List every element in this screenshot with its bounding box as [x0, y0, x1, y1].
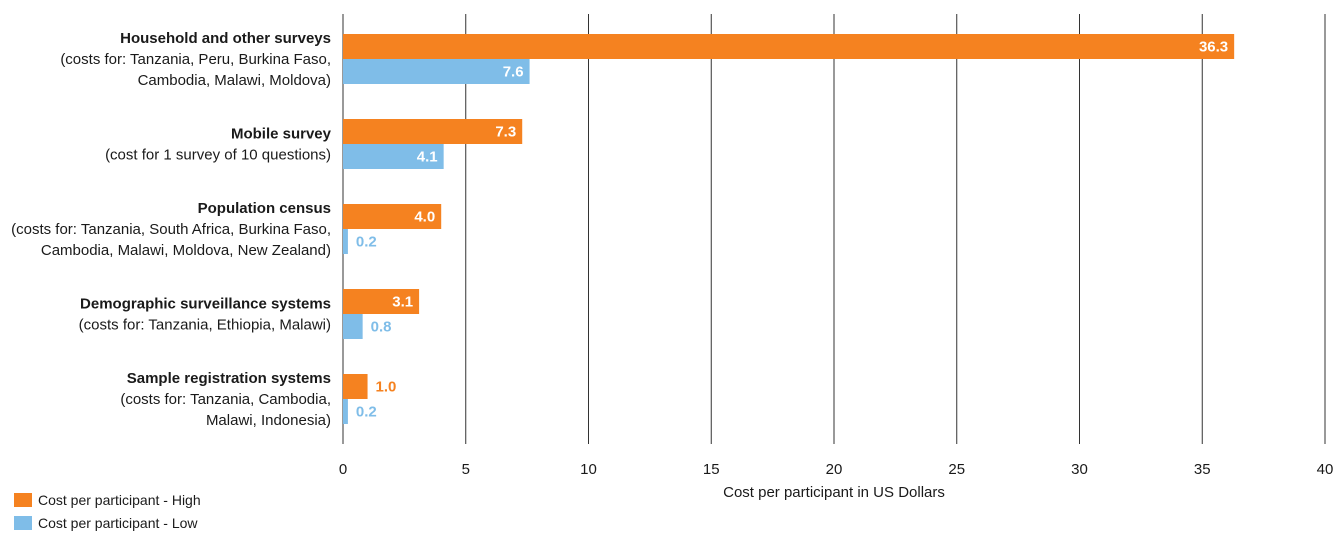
bar-high	[343, 34, 1235, 59]
category-label: Mobile survey	[231, 126, 332, 143]
data-label: 4.0	[414, 209, 435, 226]
bar-low	[343, 229, 348, 254]
x-tick-label: 25	[948, 461, 965, 478]
legend-swatch-high	[14, 493, 32, 507]
x-tick-label: 20	[826, 461, 843, 478]
data-label: 4.1	[417, 149, 438, 166]
category-label: Sample registration systems	[127, 370, 331, 387]
bar-high	[343, 374, 368, 399]
category-label: Household and other surveys	[120, 30, 331, 47]
x-tick-label: 15	[703, 461, 720, 478]
x-tick-label: 30	[1071, 461, 1088, 478]
bar-low	[343, 399, 348, 424]
bar-low	[343, 59, 530, 84]
legend: Cost per participant - High Cost per par…	[14, 490, 201, 536]
x-tick-label: 40	[1317, 461, 1334, 478]
bar-low	[343, 314, 363, 339]
x-tick-label: 10	[580, 461, 597, 478]
data-label: 0.8	[371, 319, 392, 336]
bar-high	[343, 289, 420, 314]
category-note: (costs for: Tanzania, South Africa, Burk…	[11, 221, 331, 238]
category-note: Cambodia, Malawi, Moldova)	[138, 72, 331, 89]
data-label: 3.1	[392, 294, 413, 311]
category-note: Cambodia, Malawi, Moldova, New Zealand)	[41, 242, 331, 259]
x-axis-title: Cost per participant in US Dollars	[723, 484, 945, 501]
x-tick-label: 5	[462, 461, 470, 478]
category-note: (cost for 1 survey of 10 questions)	[105, 147, 331, 164]
legend-label-low: Cost per participant - Low	[38, 515, 198, 531]
data-label: 0.2	[356, 404, 377, 421]
category-note: Malawi, Indonesia)	[206, 412, 331, 429]
legend-item-high: Cost per participant - High	[14, 490, 201, 510]
category-label: Population census	[198, 200, 331, 217]
legend-item-low: Cost per participant - Low	[14, 513, 201, 533]
legend-label-high: Cost per participant - High	[38, 492, 201, 508]
data-label: 1.0	[376, 379, 397, 396]
data-label: 7.6	[503, 64, 524, 81]
data-label: 36.3	[1199, 39, 1228, 56]
bar-low	[343, 144, 444, 169]
bars: 36.3 7.6 7.3 4.1 4.0 0.2 3.10.8 1.0 0.2	[343, 34, 1235, 424]
bar-high	[343, 204, 442, 229]
bar-high	[343, 119, 523, 144]
legend-swatch-low	[14, 516, 32, 530]
category-labels: Household and other surveys (costs for: T…	[11, 30, 332, 429]
grid-lines	[342, 14, 1326, 444]
category-note: (costs for: Tanzania, Peru, Burkina Faso…	[60, 51, 331, 68]
category-label: Demographic surveillance systems	[80, 296, 331, 313]
category-note: (costs for: Tanzania, Cambodia,	[120, 391, 331, 408]
category-note: (costs for: Tanzania, Ethiopia, Malawi)	[79, 317, 331, 334]
x-tick-label: 0	[339, 461, 347, 478]
x-tick-labels: 0 5 10 15 20 25 30 35 40	[339, 461, 1334, 478]
x-tick-label: 35	[1194, 461, 1211, 478]
data-label: 0.2	[356, 234, 377, 251]
data-label: 7.3	[495, 124, 516, 141]
